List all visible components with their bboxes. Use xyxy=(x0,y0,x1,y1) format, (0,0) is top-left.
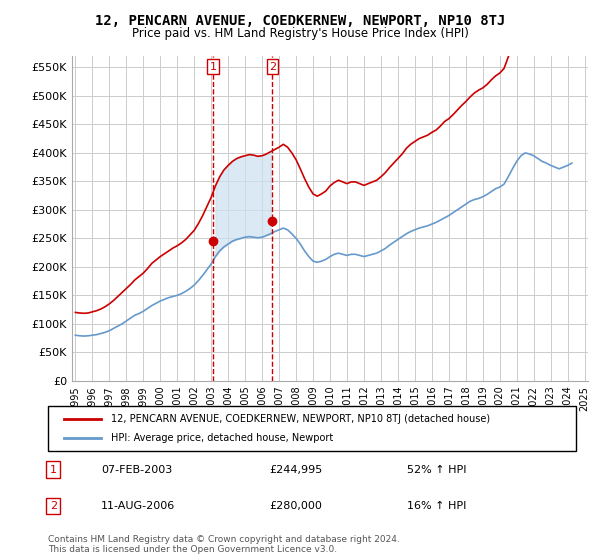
Text: 12, PENCARN AVENUE, COEDKERNEW, NEWPORT, NP10 8TJ (detached house): 12, PENCARN AVENUE, COEDKERNEW, NEWPORT,… xyxy=(112,413,490,423)
Text: 1: 1 xyxy=(209,62,217,72)
Text: Price paid vs. HM Land Registry's House Price Index (HPI): Price paid vs. HM Land Registry's House … xyxy=(131,27,469,40)
Text: 12, PENCARN AVENUE, COEDKERNEW, NEWPORT, NP10 8TJ: 12, PENCARN AVENUE, COEDKERNEW, NEWPORT,… xyxy=(95,14,505,28)
Text: HPI: Average price, detached house, Newport: HPI: Average price, detached house, Newp… xyxy=(112,433,334,444)
Text: 2: 2 xyxy=(50,501,57,511)
Text: 1: 1 xyxy=(50,465,57,475)
Text: 16% ↑ HPI: 16% ↑ HPI xyxy=(407,501,466,511)
Text: 07-FEB-2003: 07-FEB-2003 xyxy=(101,465,172,475)
Text: 52% ↑ HPI: 52% ↑ HPI xyxy=(407,465,467,475)
FancyBboxPatch shape xyxy=(48,406,576,451)
Text: 2: 2 xyxy=(269,62,276,72)
Text: Contains HM Land Registry data © Crown copyright and database right 2024.
This d: Contains HM Land Registry data © Crown c… xyxy=(48,535,400,554)
Text: 11-AUG-2006: 11-AUG-2006 xyxy=(101,501,175,511)
Text: £244,995: £244,995 xyxy=(270,465,323,475)
Text: £280,000: £280,000 xyxy=(270,501,323,511)
